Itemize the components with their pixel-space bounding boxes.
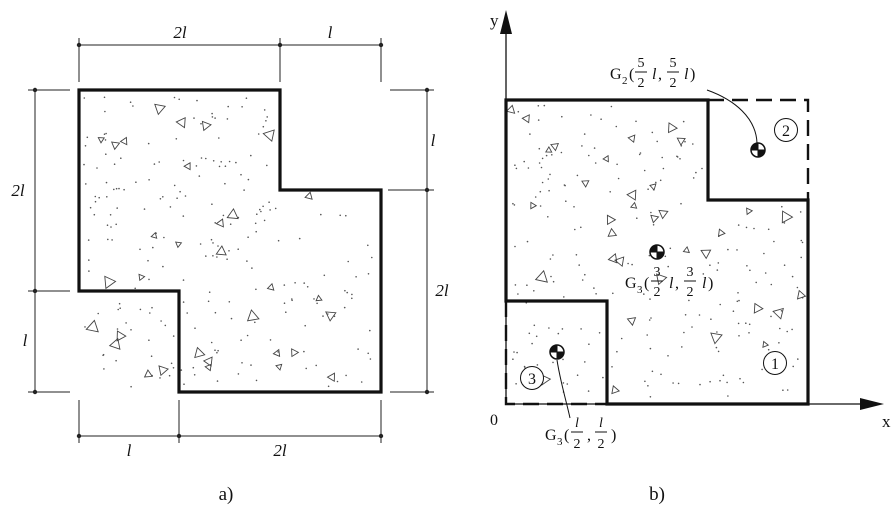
svg-text:G: G	[545, 427, 557, 444]
left-dim-label-1: 2l	[11, 181, 25, 200]
svg-text:3: 3	[528, 371, 536, 388]
svg-text:): )	[690, 66, 695, 83]
bottom-dimension: l 2l	[76, 400, 384, 460]
top-dim-label-2: l	[328, 23, 333, 42]
centroid-marker-g2	[750, 142, 766, 158]
label-g3-small: G 3 ( l 2 , l 2 )	[545, 416, 616, 452]
svg-text:l: l	[702, 275, 707, 292]
bottom-dim-label-1: l	[127, 441, 132, 460]
svg-text:2: 2	[574, 437, 581, 452]
svg-text:l: l	[575, 416, 579, 431]
svg-text:): )	[611, 427, 616, 444]
svg-text:G: G	[625, 275, 637, 292]
caption-b: b)	[649, 484, 665, 505]
svg-text:,: ,	[675, 275, 679, 292]
x-axis-arrow-icon	[860, 398, 884, 410]
svg-text:2: 2	[670, 76, 677, 91]
figure-b: y x 0	[490, 10, 891, 505]
top-dim-label-1: 2l	[173, 23, 187, 42]
svg-text:l: l	[684, 66, 689, 83]
svg-text:l: l	[599, 416, 603, 431]
region-label-3: 3	[520, 366, 544, 390]
figure-a: 2l l l 2l 2l l	[11, 23, 449, 505]
svg-text:2: 2	[622, 75, 628, 87]
region-label-2: 2	[774, 118, 798, 142]
svg-text:(: (	[564, 427, 569, 444]
svg-text:,: ,	[658, 66, 662, 83]
leader-g3-small	[556, 359, 571, 419]
svg-text:2: 2	[782, 123, 790, 140]
y-axis-label: y	[490, 11, 499, 30]
dashed-region-3	[504, 301, 607, 406]
svg-text:2: 2	[687, 285, 694, 300]
svg-text:(: (	[644, 275, 649, 292]
label-g3-main: G 3 ( 3 2 l , 3 2 l )	[625, 265, 713, 300]
svg-text:5: 5	[670, 56, 677, 71]
left-dimension: 2l l	[11, 87, 70, 395]
svg-text:5: 5	[638, 56, 645, 71]
centroid-marker-g3-small	[549, 344, 565, 360]
svg-text:3: 3	[654, 265, 661, 280]
svg-text:3: 3	[637, 284, 643, 296]
right-dimension: l 2l	[388, 87, 449, 395]
svg-text:G: G	[610, 66, 622, 83]
right-dim-label-2: 2l	[435, 281, 449, 300]
left-dim-label-2: l	[23, 331, 28, 350]
svg-text:): )	[708, 275, 713, 292]
dashed-region-2	[708, 98, 810, 200]
right-dim-label-1: l	[431, 131, 436, 150]
l-shape-outline	[77, 88, 383, 394]
leader-g2	[706, 89, 758, 144]
svg-text:,: ,	[587, 427, 591, 444]
origin-label: 0	[490, 412, 498, 429]
label-g2: G 2 ( 5 2 l , 5 2 l )	[610, 56, 695, 91]
svg-text:3: 3	[557, 436, 563, 448]
svg-text:l: l	[652, 66, 657, 83]
svg-text:2: 2	[654, 285, 661, 300]
concrete-texture-a	[79, 90, 381, 392]
svg-text:2: 2	[598, 437, 605, 452]
svg-text:(: (	[629, 66, 634, 83]
centroid-marker-g3-main	[649, 244, 665, 260]
svg-text:2: 2	[638, 76, 645, 91]
square-outline	[504, 98, 810, 406]
region-label-1: 1	[763, 351, 787, 375]
svg-text:l: l	[669, 275, 674, 292]
y-axis-arrow-icon	[500, 10, 512, 34]
svg-text:3: 3	[687, 265, 694, 280]
bottom-dim-label-2: 2l	[273, 441, 287, 460]
x-axis-label: x	[882, 412, 891, 431]
caption-a: a)	[219, 484, 234, 505]
svg-text:1: 1	[771, 356, 779, 373]
top-dimension: 2l l	[76, 23, 384, 82]
